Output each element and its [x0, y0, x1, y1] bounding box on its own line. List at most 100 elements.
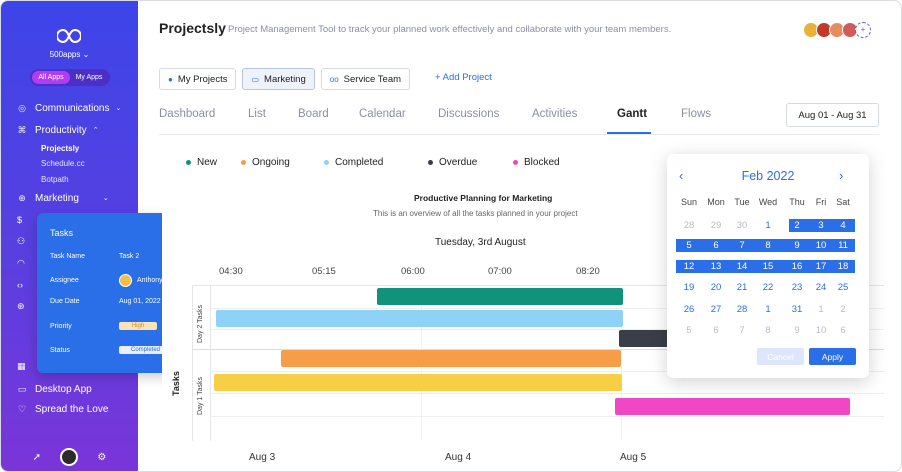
calendar-day[interactable]: 29: [710, 220, 722, 231]
calendar-day[interactable]: 11: [838, 240, 848, 251]
team-avatars[interactable]: +: [803, 22, 871, 38]
tab-list[interactable]: List: [248, 108, 266, 120]
calendar-day[interactable]: 13: [710, 261, 722, 272]
status-badge: Completed: [119, 346, 172, 354]
priority-row: Priority High: [50, 322, 174, 330]
calendar-day[interactable]: 8: [765, 325, 771, 336]
tab-flows[interactable]: Flows: [681, 108, 712, 120]
gantt-bar-ongoing[interactable]: [281, 350, 621, 367]
calendar-day[interactable]: 27: [710, 304, 722, 315]
gantt-bar-task[interactable]: [214, 374, 622, 391]
calendar-day[interactable]: 16: [791, 261, 803, 272]
calendar-day[interactable]: 31: [791, 304, 803, 315]
project-chip-service-team[interactable]: oo Service Team: [320, 68, 411, 90]
calendar-day[interactable]: 10: [815, 240, 827, 251]
x-axis-label: Aug 3: [249, 452, 276, 463]
user-avatar[interactable]: [60, 448, 79, 466]
nav-desktop-app[interactable]: ▭ Desktop App: [16, 382, 92, 396]
grid-icon[interactable]: ▦: [17, 361, 26, 371]
calendar-day[interactable]: 10: [815, 325, 827, 336]
tab-board[interactable]: Board: [298, 108, 329, 120]
calendar-day[interactable]: 9: [794, 325, 800, 336]
calendar-day[interactable]: 21: [736, 282, 748, 293]
tab-calendar[interactable]: Calendar: [359, 108, 406, 120]
calendar-day[interactable]: 22: [762, 282, 774, 293]
add-member-icon[interactable]: +: [855, 22, 871, 38]
my-apps-toggle[interactable]: My Apps: [75, 74, 103, 81]
chevron-right-icon[interactable]: ›: [839, 168, 844, 183]
calendar-day[interactable]: 2: [794, 220, 800, 231]
calendar-day[interactable]: 5: [686, 325, 692, 336]
apps-toggle[interactable]: All Apps My Apps: [30, 69, 110, 86]
tab-dashboard[interactable]: Dashboard: [159, 108, 216, 120]
sub-item-botpath[interactable]: Botpath: [41, 175, 69, 184]
calendar-day[interactable]: 3: [818, 220, 824, 231]
project-chip-my-projects[interactable]: ● My Projects: [159, 68, 237, 90]
legend-dot: [186, 160, 191, 165]
gantt-bar-new[interactable]: [377, 288, 623, 305]
calendar-day[interactable]: 18: [837, 261, 849, 272]
sub-item-projectsly[interactable]: Projectsly: [41, 144, 80, 153]
tab-gantt[interactable]: Gantt: [617, 108, 648, 120]
calendar-day[interactable]: 14: [736, 261, 748, 272]
status-row: Status Completed: [50, 346, 174, 354]
calendar-day[interactable]: 1: [818, 304, 824, 315]
dollar-icon[interactable]: $: [17, 215, 23, 225]
calendar-icon: ▭: [251, 74, 260, 84]
calendar-day[interactable]: 1: [765, 304, 771, 315]
nav-marketing[interactable]: ⊕ Marketing ⌄: [16, 191, 109, 205]
add-project-link[interactable]: + Add Project: [435, 72, 492, 83]
date-range-picker[interactable]: Aug 01 - Aug 31: [786, 103, 879, 127]
calendar-day[interactable]: 6: [713, 325, 719, 336]
calendar-day[interactable]: 7: [739, 325, 745, 336]
gantt-bar-overdue[interactable]: [619, 330, 669, 347]
apply-button[interactable]: Apply: [809, 348, 856, 365]
calendar-day[interactable]: 4: [840, 220, 846, 231]
rocket-icon[interactable]: ➚: [32, 451, 41, 463]
calendar-day[interactable]: 6: [840, 325, 846, 336]
org-switcher[interactable]: 500apps ⌄: [1, 50, 138, 59]
target-icon: ⊕: [18, 192, 26, 203]
calendar-day[interactable]: 9: [794, 240, 800, 251]
nav-spread-the-love[interactable]: ♡ Spread the Love: [16, 402, 108, 416]
calendar-day[interactable]: 19: [683, 282, 695, 293]
calendar-day[interactable]: 7: [739, 240, 745, 251]
500apps-logo-icon: [57, 28, 81, 44]
gantt-bar-completed[interactable]: [216, 310, 623, 327]
calendar-day[interactable]: 26: [683, 304, 695, 315]
calendar-day[interactable]: 12: [683, 261, 695, 272]
calendar-day[interactable]: 30: [736, 220, 748, 231]
settings-cog-icon[interactable]: ⊛: [17, 301, 25, 311]
all-apps-toggle[interactable]: All Apps: [32, 71, 70, 84]
calendar-day[interactable]: 17: [815, 261, 827, 272]
calendar-day[interactable]: 2: [840, 304, 846, 315]
calendar-day[interactable]: 24: [815, 282, 827, 293]
x-axis-label: Aug 5: [620, 452, 647, 463]
calendar-day[interactable]: 28: [683, 220, 695, 231]
day-separator: [192, 349, 884, 350]
tab-discussions[interactable]: Discussions: [438, 108, 500, 120]
project-chip-marketing[interactable]: ▭ Marketing: [242, 68, 315, 90]
calendar-day[interactable]: 15: [762, 261, 774, 272]
calendar-day[interactable]: 28: [736, 304, 748, 315]
cancel-button[interactable]: Cancel: [757, 348, 804, 365]
calendar-day[interactable]: 8: [765, 240, 771, 251]
calendar-day[interactable]: 23: [791, 282, 803, 293]
nav-communications[interactable]: ◎ Communications ⌄: [16, 101, 121, 115]
legend-item-new: New: [186, 157, 217, 168]
headset-icon[interactable]: ◠: [17, 258, 25, 268]
nav-productivity[interactable]: ⌘ Productivity ⌃: [16, 123, 99, 137]
sub-item-schedule[interactable]: Schedule.cc: [41, 159, 85, 168]
calendar-day[interactable]: 1: [765, 220, 771, 231]
gantt-bar-blocked[interactable]: [615, 398, 850, 415]
tab-activities[interactable]: Activities: [532, 108, 578, 120]
gear-icon[interactable]: ⚙: [97, 451, 107, 463]
calendar-day[interactable]: 25: [837, 282, 849, 293]
user-icon[interactable]: ⚇: [17, 236, 26, 246]
calendar-day[interactable]: 5: [686, 240, 692, 251]
chevron-left-icon[interactable]: ‹: [679, 168, 684, 183]
nav-marketing-label: Marketing: [35, 192, 79, 204]
calendar-day[interactable]: 6: [713, 240, 719, 251]
calendar-day[interactable]: 20: [710, 282, 722, 293]
code-icon[interactable]: ‹›: [17, 280, 23, 290]
